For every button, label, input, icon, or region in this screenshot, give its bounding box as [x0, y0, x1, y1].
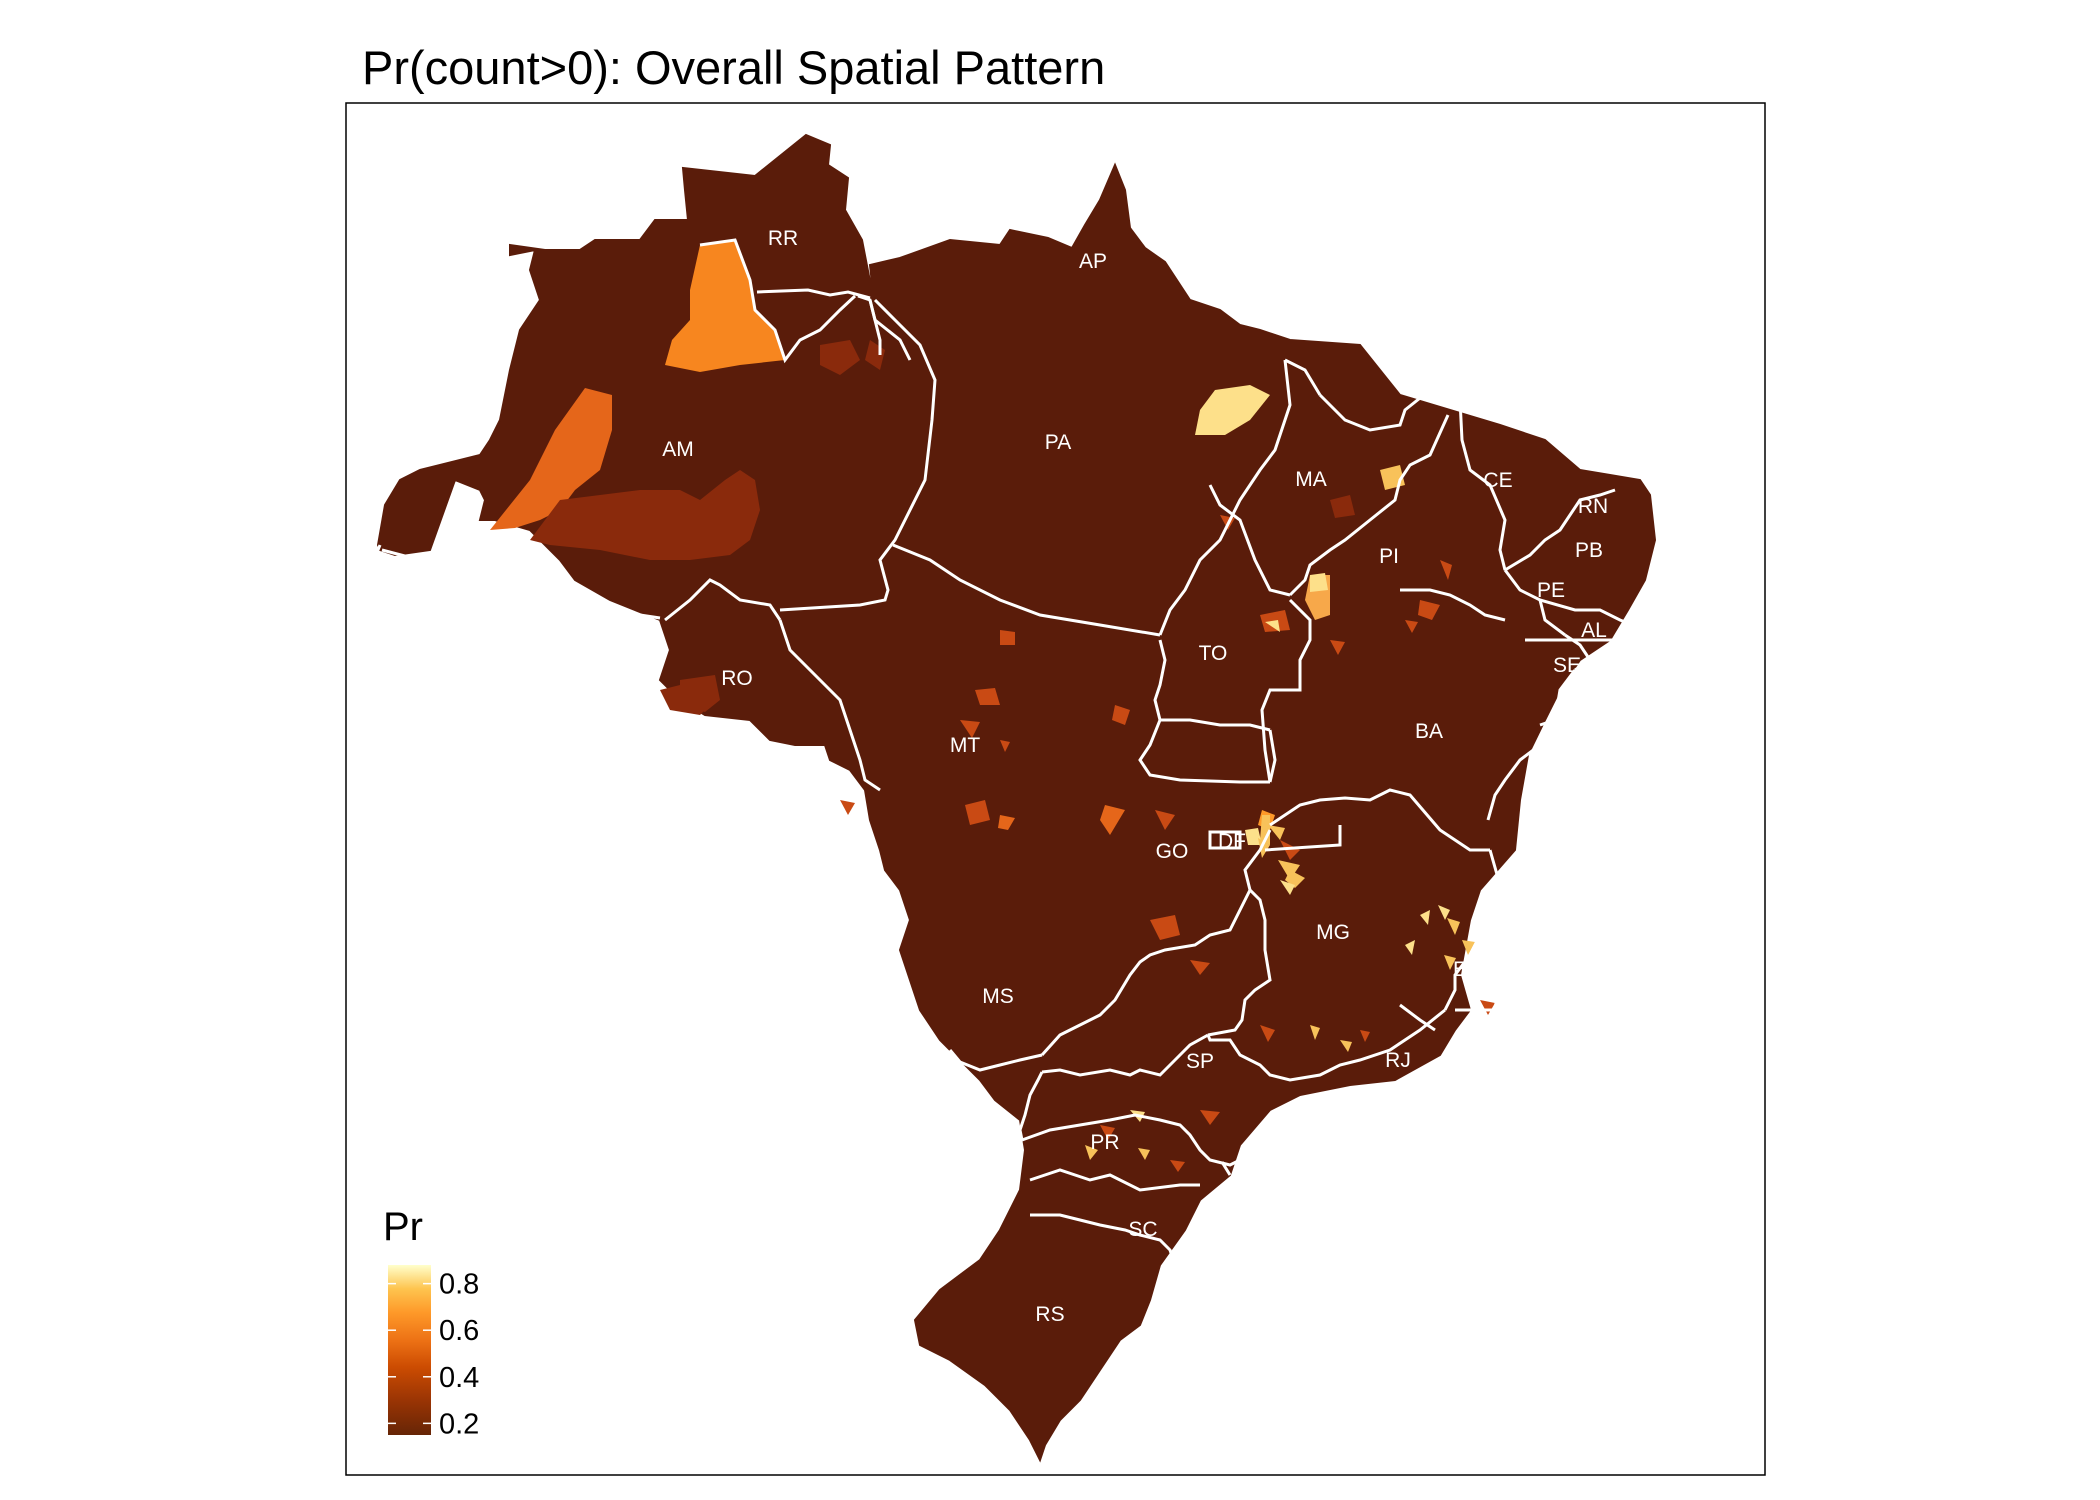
- highlight-area: [1280, 880, 1295, 895]
- highlight-area: [490, 388, 612, 530]
- highlight-area: [1138, 1148, 1150, 1160]
- state-label-pi: PI: [1379, 545, 1399, 568]
- state-borders: [376, 238, 1646, 1266]
- highlight-area: [1462, 940, 1475, 955]
- highlight-area: [1245, 828, 1262, 845]
- state-label-ba: BA: [1415, 720, 1443, 743]
- highlighted-areas: [490, 240, 1495, 1172]
- highlight-area: [840, 800, 855, 815]
- highlight-area: [1440, 560, 1452, 580]
- state-label-ma: MA: [1295, 468, 1327, 491]
- highlight-area: [1195, 385, 1270, 435]
- highlight-area: [960, 720, 980, 738]
- state-labels: RR AP AM PA MA CE RN PB PI PE AL AC SE T…: [472, 227, 1608, 1326]
- highlight-area: [1260, 1025, 1275, 1042]
- highlight-area: [965, 800, 990, 825]
- state-label-se: SE: [1553, 654, 1581, 677]
- highlight-area: [530, 470, 760, 560]
- highlight-area: [1280, 840, 1300, 860]
- highlight-area: [1310, 573, 1328, 592]
- state-label-mg: MG: [1316, 921, 1350, 944]
- state-label-to: TO: [1199, 642, 1228, 665]
- state-label-ac: AC: [472, 609, 501, 632]
- state-label-rr: RR: [768, 227, 798, 250]
- state-label-ro: RO: [721, 667, 753, 690]
- legend-colorbar: [388, 1265, 431, 1435]
- state-label-df: DF: [1218, 830, 1246, 853]
- highlight-area: [680, 675, 720, 712]
- highlight-area: [1278, 860, 1300, 880]
- highlight-area: [1265, 620, 1280, 632]
- highlight-area: [1000, 740, 1010, 752]
- highlight-area: [1085, 1145, 1098, 1160]
- state-label-ce: CE: [1483, 469, 1512, 492]
- highlight-area: [1200, 1110, 1220, 1125]
- state-label-rn: RN: [1578, 495, 1608, 518]
- highlight-area: [1100, 1125, 1115, 1140]
- legend-tick-label: 0.4: [439, 1362, 479, 1394]
- highlight-area: [1268, 825, 1285, 840]
- highlight-area: [1100, 805, 1125, 835]
- state-label-ap: AP: [1079, 250, 1107, 273]
- highlight-area: [1405, 940, 1415, 955]
- highlight-area: [1000, 630, 1015, 645]
- highlight-area: [1112, 705, 1130, 725]
- legend-tick-label: 0.6: [439, 1315, 479, 1347]
- highlight-area: [1190, 960, 1210, 975]
- state-label-rj: RJ: [1385, 1049, 1411, 1072]
- highlight-area: [1418, 600, 1440, 620]
- highlight-area: [1170, 1160, 1185, 1172]
- state-label-al: AL: [1581, 619, 1607, 642]
- state-label-ms: MS: [982, 985, 1014, 1008]
- legend-tick-label: 0.2: [439, 1408, 479, 1440]
- df-boundary: [1208, 830, 1242, 850]
- highlight-area: [1405, 620, 1418, 633]
- legend-title: Pr: [383, 1205, 423, 1249]
- highlight-area: [1150, 915, 1180, 940]
- highlight-area: [1444, 955, 1456, 970]
- state-label-rs: RS: [1035, 1303, 1064, 1326]
- state-label-am: AM: [662, 438, 694, 461]
- state-label-mt: MT: [950, 734, 980, 757]
- highlight-area: [1155, 810, 1175, 830]
- highlight-area: [1420, 910, 1430, 925]
- state-label-go: GO: [1156, 840, 1189, 863]
- highlight-area: [1258, 838, 1270, 858]
- legend: Pr 0.2 0.4 0.6 0.8: [383, 1205, 479, 1440]
- highlight-area: [665, 240, 785, 372]
- highlight-area: [1447, 918, 1460, 935]
- highlight-area: [1480, 1000, 1495, 1015]
- state-label-sc: SC: [1128, 1218, 1157, 1241]
- highlight-area: [975, 688, 1000, 705]
- state-label-pr: PR: [1090, 1131, 1119, 1154]
- state-label-pe: PE: [1537, 579, 1565, 602]
- state-label-sp: SP: [1186, 1050, 1214, 1073]
- legend-tick-label: 0.8: [439, 1269, 479, 1301]
- state-label-es: ES: [1453, 958, 1481, 981]
- state-label-pa: PA: [1045, 431, 1071, 454]
- highlight-area: [1438, 905, 1450, 920]
- highlight-area: [1360, 1030, 1370, 1042]
- highlight-area: [1330, 495, 1355, 518]
- highlight-area: [820, 340, 860, 375]
- state-label-pb: PB: [1575, 539, 1603, 562]
- highlight-area: [1330, 640, 1345, 655]
- highlight-area: [998, 815, 1015, 830]
- highlight-area: [1340, 1040, 1352, 1052]
- highlight-area: [1310, 1025, 1320, 1040]
- map-title: Pr(count>0): Overall Spatial Pattern: [362, 41, 1106, 94]
